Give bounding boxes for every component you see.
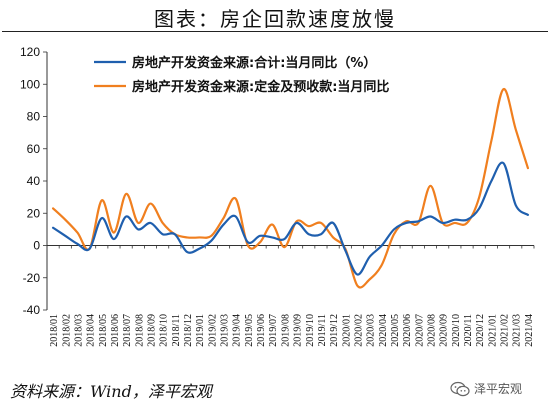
x-tick-label: 2018/03 [73,314,84,347]
y-tick-label: 20 [27,206,41,220]
x-tick-label: 2019/07 [268,314,279,347]
watermark-text: 泽平宏观 [474,382,523,396]
x-tick-label: 2020/04 [378,314,389,347]
legend: 房地产开发资金来源:合计:当月同比（%） 房地产开发资金来源:定金及预收款:当月同… [94,55,389,95]
x-tick-label: 2019/12 [329,314,340,347]
legend-label-2: 房地产开发资金来源:定金及预收款:当月同比 [132,79,389,95]
x-tick-labels: 2018/01 2018/02 2018/03 2018/04 2018/05 2018/… [49,314,535,347]
x-tick-label: 2021/04 [524,314,535,347]
x-tick-label: 2020/06 [402,314,413,347]
x-tick-label: 2019/11 [317,314,328,346]
y-tick-labels: -40 -20 0 20 40 60 80 100 120 [20,45,40,317]
y-tick-label: 80 [27,110,41,124]
y-tick-label: -20 [23,271,41,285]
x-tick-label: 2019/10 [305,314,316,347]
y-tick-label: 0 [33,239,40,253]
series-line-1 [51,161,530,276]
x-tick-label: 2019/06 [256,314,267,347]
x-tick-label: 2020/12 [475,314,486,347]
x-tick-label: 2018/04 [86,314,97,347]
watermark: 泽平宏观 [450,380,522,397]
x-tick-label: 2021/01 [487,314,498,347]
x-tick-label: 2019/04 [232,314,243,347]
x-tick-label: 2021/03 [512,314,523,347]
series-lines [51,87,530,289]
x-tick-label: 2020/01 [341,314,352,347]
x-tick-label: 2018/10 [159,314,170,347]
x-tick-label: 2018/07 [122,314,133,347]
x-tick-label: 2020/03 [366,314,377,347]
y-tick-label: 60 [27,142,41,156]
x-tick-label: 2018/11 [171,314,182,346]
x-tick-label: 2020/11 [463,314,474,346]
x-tick-label: 2018/06 [110,314,121,347]
x-tick-label: 2019/03 [220,314,231,347]
x-tick-label: 2019/02 [207,314,218,347]
x-tick-label: 2020/07 [414,314,425,347]
x-tick-label: 2021/02 [500,314,511,347]
x-tick-label: 2019/09 [293,314,304,347]
series-line-2 [51,87,530,289]
y-tick-label: 40 [27,174,41,188]
x-tick-label: 2020/08 [427,314,438,347]
y-tick-label: 120 [20,45,40,59]
x-tick-label: 2020/10 [451,314,462,347]
x-tick-label: 2018/01 [49,314,60,347]
x-tick-label: 2020/09 [439,314,450,347]
chart-title: 图表：房企回款速度放慢 [154,7,396,31]
x-tick-label: 2019/08 [280,314,291,347]
x-tick-label: 2020/05 [390,314,401,347]
title-underline [2,31,548,32]
x-tick-label: 2019/05 [244,314,255,347]
x-tick-label: 2018/05 [98,314,109,347]
x-tick-label: 2018/12 [183,314,194,347]
y-tick-label: -40 [23,303,41,317]
x-tick-label: 2018/02 [61,314,72,347]
x-tick-label: 2018/09 [146,314,157,347]
title-bar: 图表：房企回款速度放慢 [0,0,550,34]
legend-label-1: 房地产开发资金来源:合计:当月同比（%） [132,55,376,71]
x-tick-label: 2019/01 [195,314,206,347]
wechat-icon [450,381,470,396]
x-tick-label: 2020/02 [353,314,364,347]
source-note: 资料来源：Wind，泽平宏观 [10,382,212,401]
y-tick-label: 100 [20,77,40,91]
x-tick-label: 2018/08 [134,314,145,347]
